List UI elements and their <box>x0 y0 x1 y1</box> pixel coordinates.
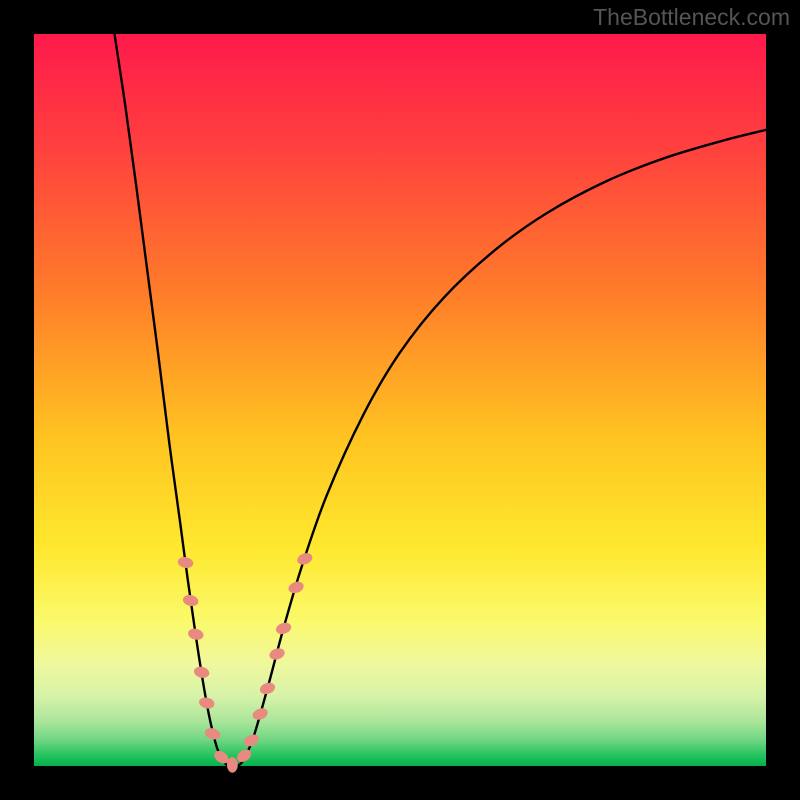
bottleneck-chart <box>0 0 800 800</box>
chart-container: TheBottleneck.com <box>0 0 800 800</box>
marker-point <box>227 757 238 773</box>
plot-area <box>34 34 766 766</box>
